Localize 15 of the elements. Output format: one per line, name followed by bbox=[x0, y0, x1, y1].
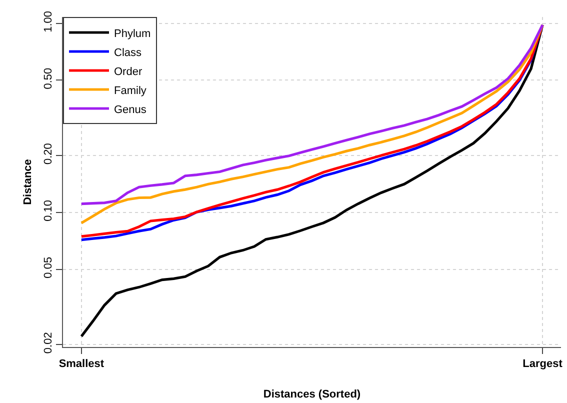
legend-label: Phylum bbox=[114, 28, 151, 40]
legend-label: Genus bbox=[114, 104, 147, 116]
legend-label: Order bbox=[114, 66, 142, 78]
x-axis-title: Distances (Sorted) bbox=[263, 388, 361, 400]
x-tick-label: Largest bbox=[522, 358, 563, 370]
y-tick-label: 0.02 bbox=[42, 332, 55, 354]
y-tick-label: 0.05 bbox=[42, 256, 55, 278]
legend-label: Family bbox=[114, 84, 147, 97]
y-axis-title: Distance bbox=[22, 159, 34, 205]
y-tick-label: 1.00 bbox=[42, 10, 55, 32]
y-tick-label: 0.20 bbox=[42, 143, 55, 165]
x-tick-label: Smallest bbox=[58, 358, 104, 370]
y-tick-label: 0.50 bbox=[42, 68, 55, 90]
legend-label: Class bbox=[114, 46, 142, 59]
y-tick-label: 0.10 bbox=[42, 200, 55, 222]
